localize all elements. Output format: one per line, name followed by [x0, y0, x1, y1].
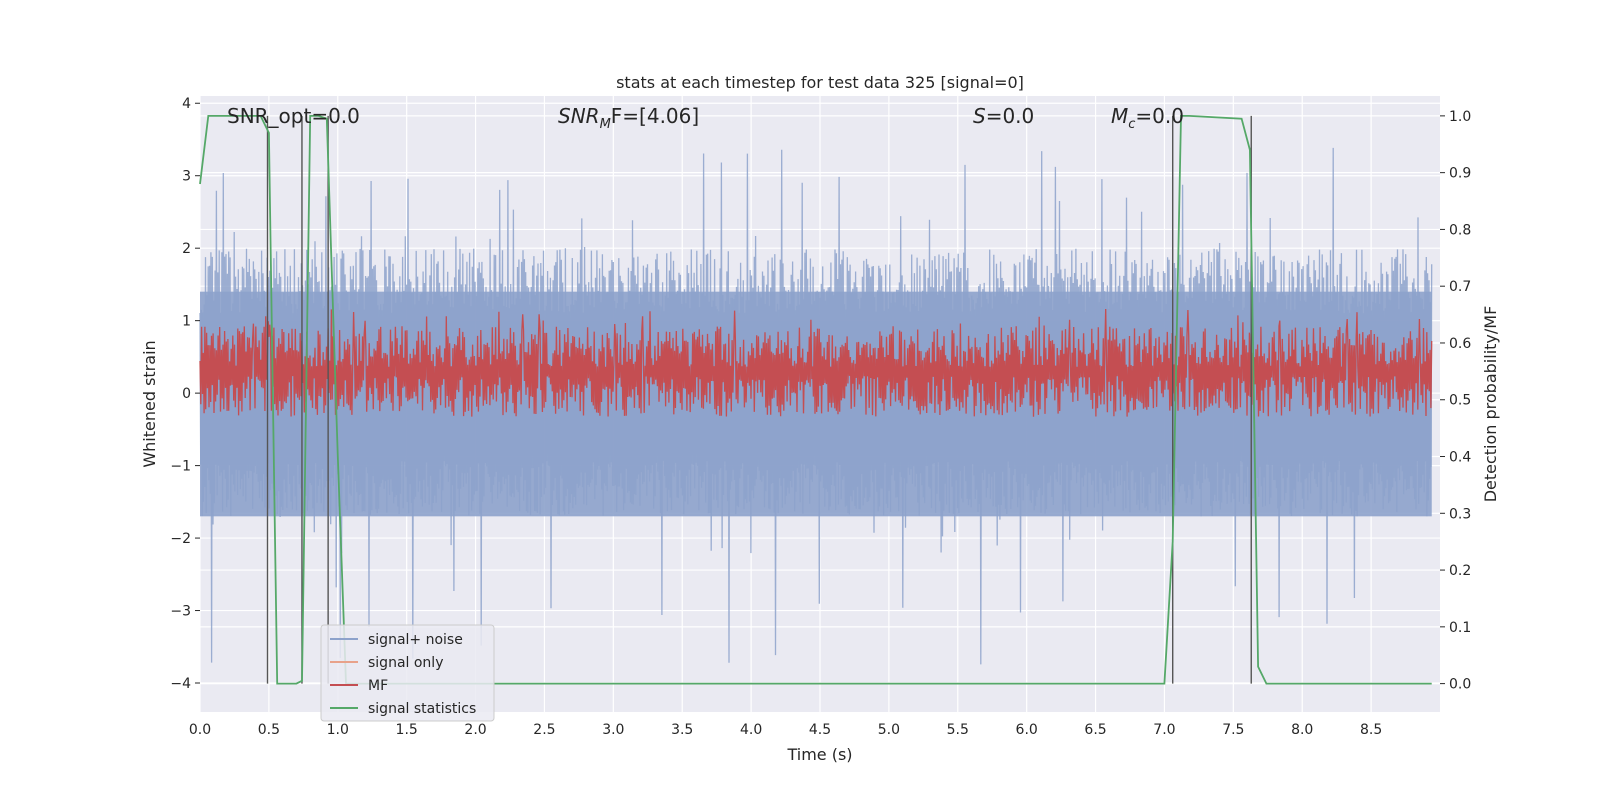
annotation-snr-opt: SNR_opt=0.0 — [227, 104, 360, 128]
annotation-mc: Mc=0.0 — [1111, 104, 1184, 132]
y-tick-label: −1 — [170, 459, 191, 475]
y-right-tick-label: 0.8 — [1449, 222, 1471, 238]
x-tick-label: 2.5 — [533, 722, 555, 738]
y-right-tick-label: 0.5 — [1449, 393, 1471, 409]
legend-box — [320, 624, 495, 722]
x-tick-label: 1.5 — [396, 722, 418, 738]
y-right-tick-label: 0.2 — [1449, 563, 1471, 579]
x-tick-label: 0.0 — [189, 722, 211, 738]
annotation-snr-mf-sub: M — [600, 117, 611, 132]
y-tick-label: 1 — [182, 314, 191, 330]
y-right-tick-label: 1.0 — [1449, 109, 1471, 125]
ticks: 0.0 0.5 1.0 1.5 2.0 2.5 3.0 3.5 4.0 4.5 5.0 5.5 6.0 6… — [170, 96, 1471, 738]
x-axis-label: Time (s) — [786, 745, 852, 764]
x-tick-label: 6.5 — [1084, 722, 1106, 738]
y-right-tick-label: 0.7 — [1449, 279, 1471, 295]
legend: signal+ noise signal only MF signal stat… — [320, 624, 495, 722]
y-tick-label: 2 — [182, 241, 191, 257]
y-right-tick-label: 0.9 — [1449, 166, 1471, 182]
x-tick-label: 8.5 — [1360, 722, 1382, 738]
legend-label-signal-statistics: signal statistics — [368, 701, 476, 717]
legend-label-signal-noise: signal+ noise — [368, 632, 463, 648]
annotation-mc-main: M — [1111, 104, 1128, 128]
annotation-snr-mf-rest: F=[4.06] — [611, 104, 699, 128]
series-signal-noise-core — [200, 291, 1432, 517]
y-tick-label: 4 — [182, 96, 191, 112]
y-tick-label: −3 — [170, 604, 191, 620]
x-tick-label: 5.0 — [878, 722, 900, 738]
x-tick-label: 2.0 — [464, 722, 486, 738]
x-tick-label: 3.5 — [671, 722, 693, 738]
annotation-s-main: S — [973, 104, 986, 128]
y-right-tick-label: 0.0 — [1449, 677, 1471, 693]
chart-title: stats at each timestep for test data 325… — [616, 73, 1024, 92]
y-axis-label: Whitened strain — [140, 340, 159, 467]
y-right-tick-label: 0.4 — [1449, 450, 1471, 466]
annotation-s: S=0.0 — [973, 104, 1034, 128]
y-tick-label: −4 — [170, 676, 191, 692]
x-tick-label: 1.0 — [327, 722, 349, 738]
y-axis-label-right: Detection probability/MF — [1481, 306, 1500, 503]
annotation-mc-rest: =0.0 — [1135, 104, 1184, 128]
legend-label-signal-only: signal only — [368, 655, 443, 671]
annotation-snr-mf: SNRMF=[4.06] — [558, 104, 699, 132]
series-mf-line — [199, 308, 1433, 417]
x-tick-label: 7.5 — [1222, 722, 1244, 738]
y-right-tick-label: 0.6 — [1449, 336, 1471, 352]
x-tick-label: 0.5 — [258, 722, 280, 738]
y-right-tick-label: 0.3 — [1449, 506, 1471, 522]
x-tick-label: 3.0 — [602, 722, 624, 738]
y-tick-label: 3 — [182, 169, 191, 185]
series-signal-statistics-line — [199, 115, 1432, 685]
annotation-snr-mf-main: SNR — [558, 104, 600, 128]
x-tick-label: 5.5 — [947, 722, 969, 738]
x-tick-label: 8.0 — [1291, 722, 1313, 738]
annotation-s-rest: =0.0 — [986, 104, 1035, 128]
y-tick-label: −2 — [170, 531, 191, 547]
x-tick-label: 4.5 — [809, 722, 831, 738]
legend-label-mf: MF — [368, 678, 388, 694]
y-tick-label: 0 — [182, 386, 191, 402]
x-tick-label: 4.0 — [740, 722, 762, 738]
x-tick-label: 6.0 — [1016, 722, 1038, 738]
data-layer — [199, 115, 1433, 685]
annotation-mc-sub: c — [1128, 117, 1135, 132]
y-right-tick-label: 0.1 — [1449, 620, 1471, 636]
x-tick-label: 7.0 — [1153, 722, 1175, 738]
